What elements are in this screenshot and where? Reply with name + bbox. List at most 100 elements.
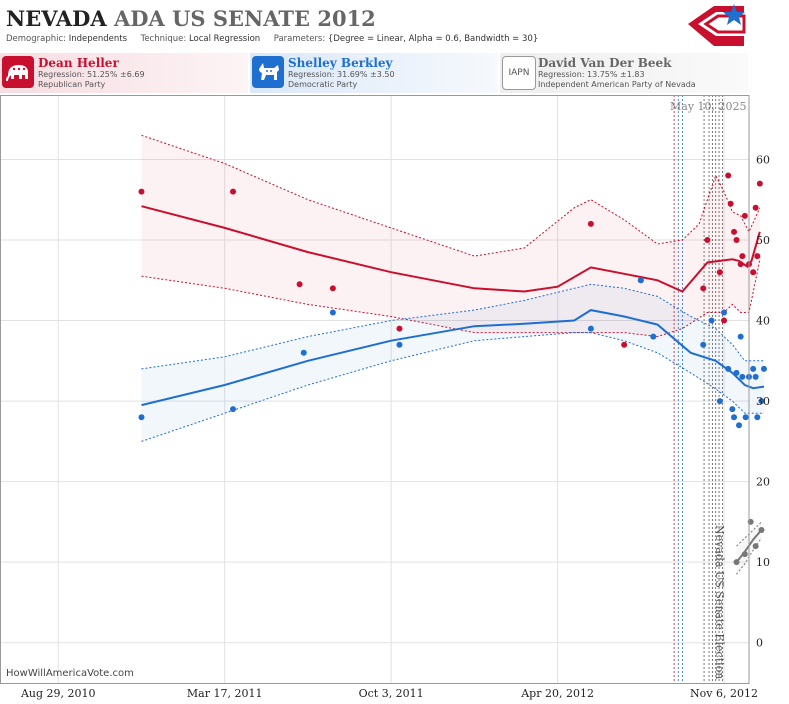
parameters-line: Demographic: Independents Technique: Loc… bbox=[6, 34, 538, 44]
title-race: ADA US SENATE 2012 bbox=[113, 6, 376, 31]
title-state: NEVADA bbox=[6, 6, 107, 31]
poll-chart: Aug 29, 2010 Mar 17, 2011 Oct 3, 2011 Apr 2… bbox=[0, 95, 770, 700]
data-point bbox=[700, 341, 707, 348]
page-title: NEVADA ADA US SENATE 2012 bbox=[6, 6, 376, 31]
iapn-icon: IAPN bbox=[502, 56, 536, 90]
band-lower-0 bbox=[141, 259, 761, 338]
y-tick-label: 10 bbox=[756, 556, 770, 569]
fit-line-1 bbox=[141, 309, 765, 407]
band-lower-1 bbox=[141, 332, 764, 442]
technique-label: Technique: bbox=[140, 34, 187, 44]
data-point bbox=[733, 369, 740, 376]
data-point bbox=[750, 269, 757, 276]
data-point bbox=[725, 365, 732, 372]
parameters-label: Parameters: bbox=[273, 34, 326, 44]
candidate-name: David Van Der Beek bbox=[538, 56, 672, 70]
data-point bbox=[752, 373, 759, 380]
data-point bbox=[716, 398, 723, 405]
data-point bbox=[760, 365, 767, 372]
grid bbox=[0, 95, 749, 683]
data-point bbox=[754, 253, 761, 260]
data-point bbox=[230, 188, 237, 195]
data-point bbox=[708, 317, 715, 324]
x-tick-label: Oct 3, 2011 bbox=[359, 687, 424, 700]
confidence-bands bbox=[141, 134, 764, 575]
data-point bbox=[329, 309, 336, 316]
band-fill-1 bbox=[141, 284, 764, 442]
data-point bbox=[138, 414, 145, 421]
data-point bbox=[296, 281, 303, 288]
y-tick-label: 60 bbox=[756, 153, 770, 166]
data-point bbox=[739, 373, 746, 380]
data-point bbox=[650, 333, 657, 340]
band-upper-0 bbox=[141, 134, 761, 257]
axes: Aug 29, 2010 Mar 17, 2011 Oct 3, 2011 Apr 2… bbox=[0, 95, 770, 700]
y-tick-label: 30 bbox=[756, 395, 770, 408]
data-point bbox=[752, 204, 759, 211]
date-stamp: May 10, 2025 bbox=[670, 100, 747, 113]
data-point bbox=[727, 200, 734, 207]
candidate-name: Shelley Berkley bbox=[288, 56, 393, 70]
candidate-party: Democratic Party bbox=[288, 80, 358, 89]
data-point bbox=[704, 236, 711, 243]
data-point bbox=[721, 317, 728, 324]
data-point bbox=[587, 325, 594, 332]
site-credit: HowWillAmericaVote.com bbox=[6, 668, 134, 679]
data-point bbox=[729, 406, 736, 413]
plot-frame bbox=[0, 95, 750, 684]
data-point bbox=[329, 285, 336, 292]
candidate-regression: Regression: 51.25% ±6.69 bbox=[38, 70, 145, 79]
data-point bbox=[750, 365, 757, 372]
candidate-card-heller: Dean Heller Regression: 51.25% ±6.69 Rep… bbox=[0, 53, 248, 93]
data-point bbox=[758, 526, 765, 533]
data-point bbox=[737, 261, 744, 268]
y-tick-label: 0 bbox=[756, 637, 763, 650]
candidate-card-vanderbeek: IAPN David Van Der Beek Regression: 13.7… bbox=[500, 53, 748, 93]
technique-value: Local Regression bbox=[188, 34, 261, 44]
data-point bbox=[754, 414, 761, 421]
donkey-icon bbox=[252, 56, 284, 88]
data-point bbox=[733, 559, 740, 566]
data-point bbox=[758, 398, 765, 405]
data-point bbox=[716, 269, 723, 276]
data-point bbox=[300, 349, 307, 356]
data-point bbox=[230, 406, 237, 413]
site-logo bbox=[688, 4, 746, 46]
data-point bbox=[700, 285, 707, 292]
data-point bbox=[741, 551, 748, 558]
candidate-regression: Regression: 13.75% ±1.83 bbox=[538, 70, 645, 79]
data-point bbox=[731, 228, 738, 235]
election-annotation: Nevada US Senate Election bbox=[713, 525, 726, 679]
data-point bbox=[587, 220, 594, 227]
data-point bbox=[138, 188, 145, 195]
elephant-icon bbox=[2, 56, 34, 88]
data-point bbox=[733, 236, 740, 243]
demographic-label: Demographic: bbox=[6, 34, 67, 44]
data-point bbox=[731, 414, 738, 421]
demographic-value: Independents bbox=[68, 34, 128, 44]
candidate-regression: Regression: 31.69% ±3.50 bbox=[288, 70, 395, 79]
data-point bbox=[396, 325, 403, 332]
data-point bbox=[736, 422, 743, 429]
data-point bbox=[737, 333, 744, 340]
header: NEVADA ADA US SENATE 2012 Demographic: I… bbox=[0, 0, 789, 50]
candidate-party: Independent American Party of Nevada bbox=[538, 80, 696, 89]
data-point bbox=[637, 277, 644, 284]
data-point bbox=[396, 341, 403, 348]
data-point bbox=[756, 180, 763, 187]
candidate-name: Dean Heller bbox=[38, 56, 119, 70]
y-tick-label: 50 bbox=[756, 234, 770, 247]
x-tick-label: Apr 20, 2012 bbox=[520, 687, 594, 700]
data-point bbox=[741, 212, 748, 219]
x-tick-label: Aug 29, 2010 bbox=[20, 687, 96, 700]
data-point bbox=[739, 253, 746, 260]
data-point bbox=[742, 414, 749, 421]
x-tick-label: Nov 6, 2012 bbox=[690, 687, 758, 700]
x-tick-label: Mar 17, 2011 bbox=[187, 687, 263, 700]
data-point bbox=[621, 341, 628, 348]
parameters-value: {Degree = Linear, Alpha = 0.6, Bandwidth… bbox=[327, 34, 539, 44]
y-tick-label: 20 bbox=[756, 476, 770, 489]
candidate-party: Republican Party bbox=[38, 80, 106, 89]
data-point bbox=[752, 543, 759, 550]
band-upper-1 bbox=[141, 283, 764, 370]
